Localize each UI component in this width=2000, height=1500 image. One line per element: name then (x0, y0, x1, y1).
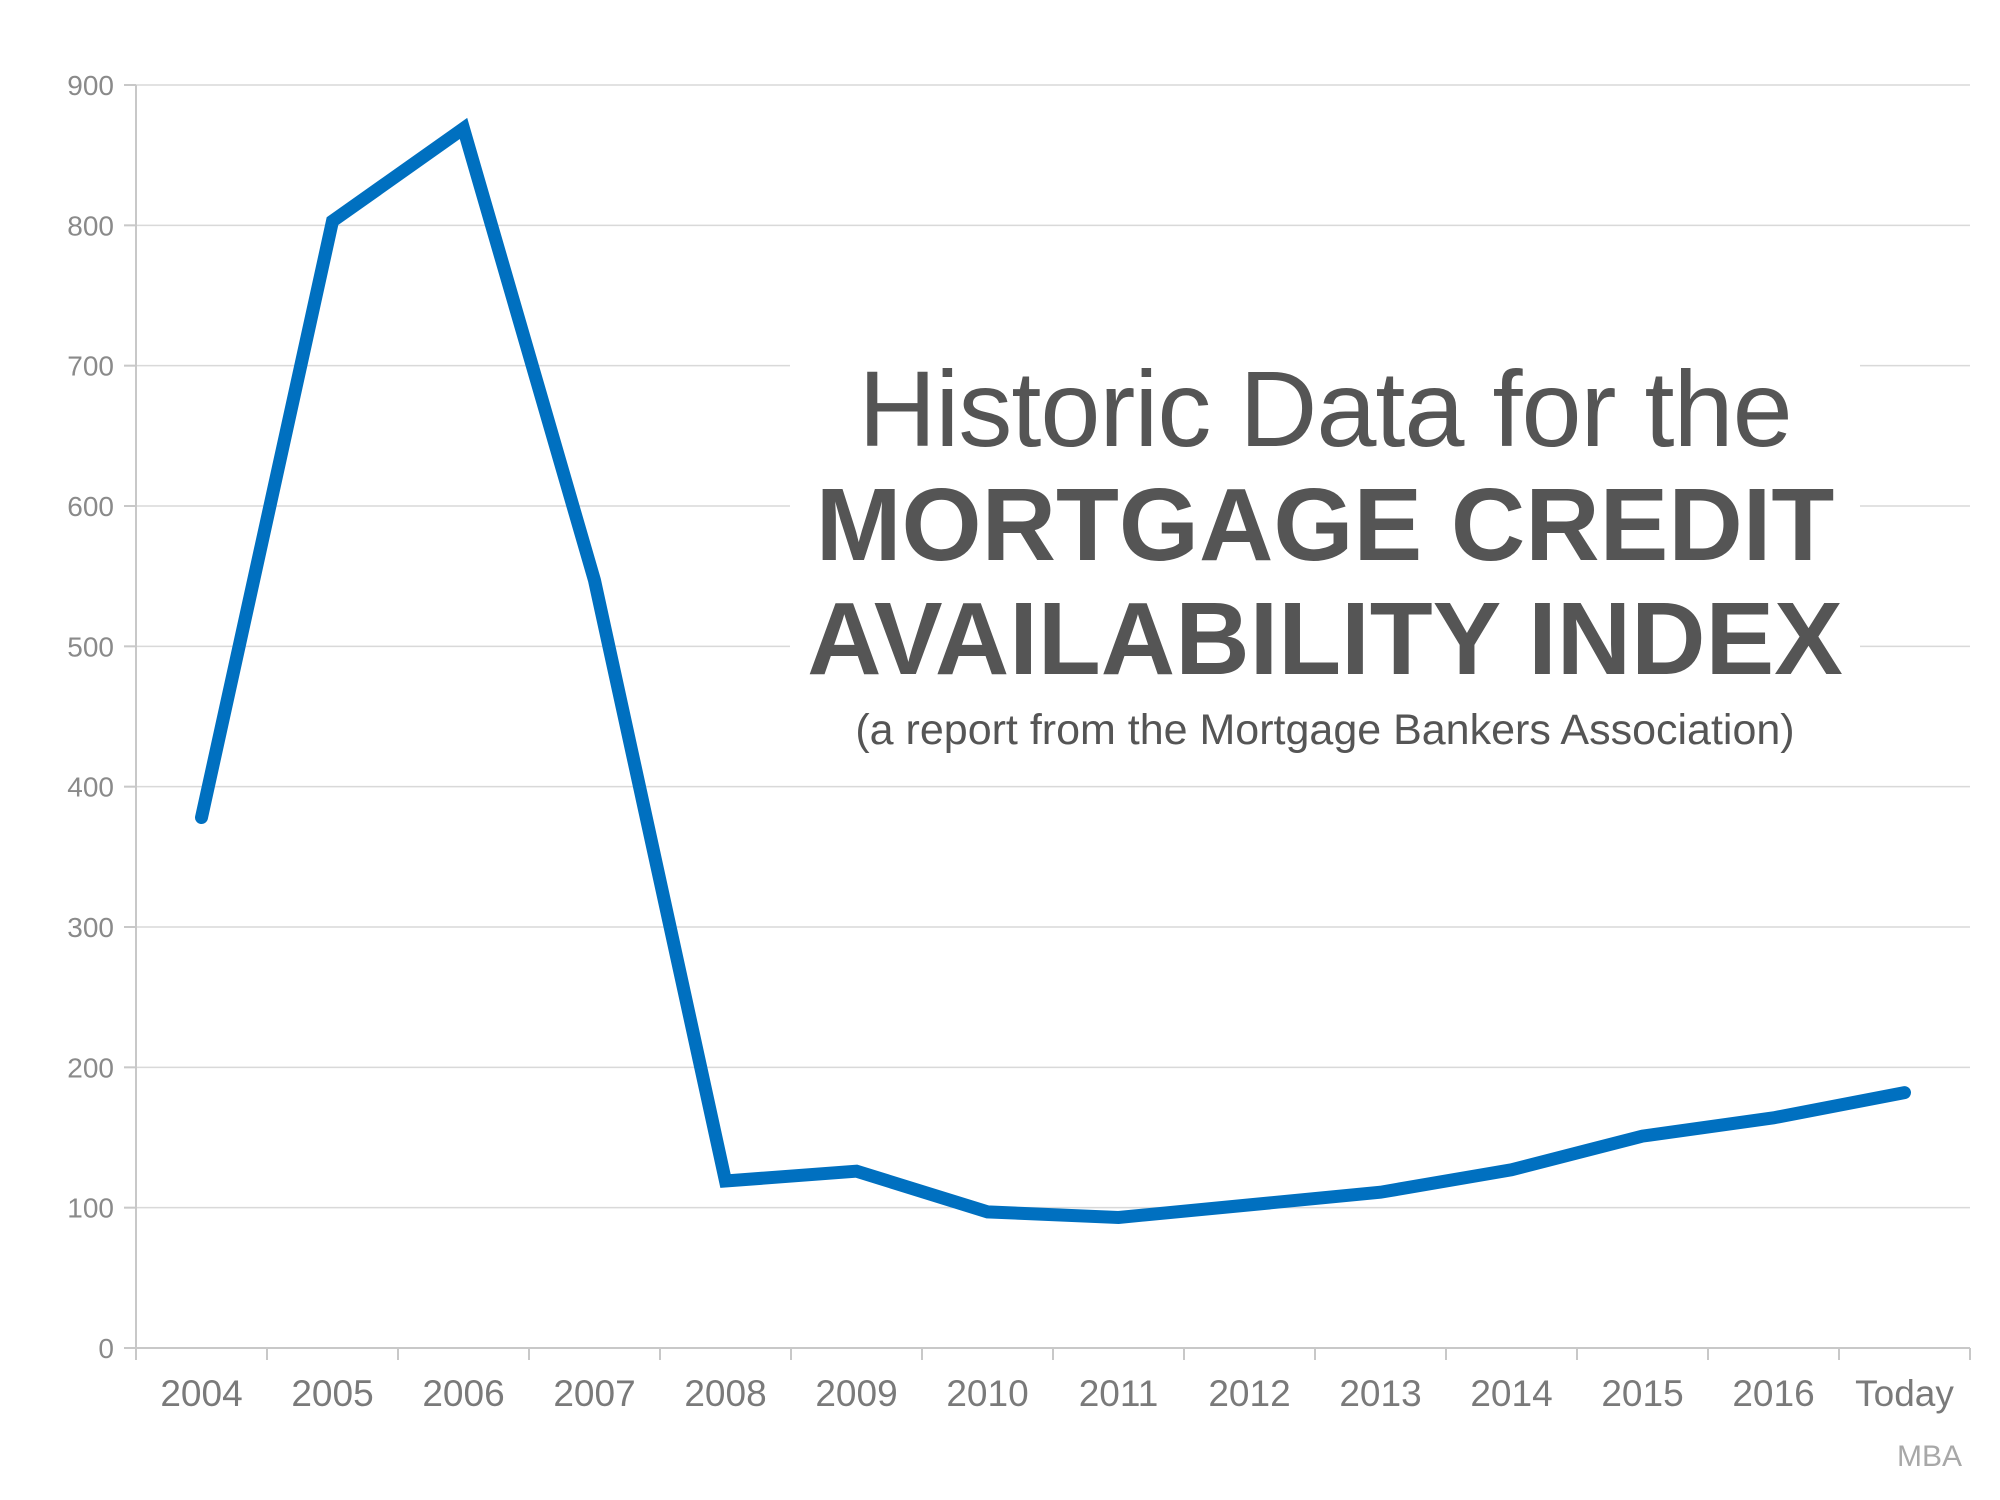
chart-title-line-1: Historic Data for the (858, 348, 1792, 469)
y-tick-label-300: 300 (67, 912, 114, 943)
y-tick-label-100: 100 (67, 1193, 114, 1224)
chart-title-block: Historic Data for the MORTGAGE CREDIT AV… (790, 340, 1860, 772)
x-tick-label-2010: 2010 (946, 1373, 1028, 1414)
x-tick-label-2011: 2011 (1079, 1373, 1159, 1414)
x-tick-label-2016: 2016 (1732, 1373, 1814, 1414)
y-tick-label-900: 900 (67, 70, 114, 101)
x-tick-label-2007: 2007 (553, 1373, 635, 1414)
y-tick-label-400: 400 (67, 772, 114, 803)
chart-title-line-2: MORTGAGE CREDIT (815, 467, 1835, 582)
y-tick-label-800: 800 (67, 210, 114, 241)
y-tick-label-700: 700 (67, 351, 114, 382)
x-tick-label-2009: 2009 (815, 1373, 897, 1414)
x-tick-label-2006: 2006 (422, 1373, 504, 1414)
x-tick-label-2004: 2004 (160, 1373, 242, 1414)
x-tick-label-2015: 2015 (1601, 1373, 1683, 1414)
y-tick-label-0: 0 (98, 1333, 114, 1364)
y-tick-label-600: 600 (67, 491, 114, 522)
x-tick-label-2014: 2014 (1470, 1373, 1552, 1414)
x-axis-ticks: 2004 2005 2006 2007 2008 2009 2010 2011 2012 2013… (135, 1348, 1971, 1414)
y-axis-ticks: 0 100 200 300 400 500 600 700 800 900 (67, 70, 136, 1364)
series-line (195, 117, 1911, 1225)
x-tick-label-2005: 2005 (291, 1373, 373, 1414)
x-tick-label-today: Today (1855, 1373, 1954, 1414)
x-tick-label-2008: 2008 (684, 1373, 766, 1414)
y-tick-label-200: 200 (67, 1052, 114, 1083)
y-tick-label-500: 500 (67, 631, 114, 662)
chart-subtitle: (a report from the Mortgage Bankers Asso… (855, 706, 1795, 754)
chart-title-line-3: AVAILABILITY INDEX (807, 581, 1843, 696)
series-line-group (195, 117, 1911, 1225)
source-label: MBA (1896, 1440, 1962, 1473)
x-tick-label-2013: 2013 (1339, 1373, 1421, 1414)
x-tick-label-2012: 2012 (1208, 1373, 1290, 1414)
